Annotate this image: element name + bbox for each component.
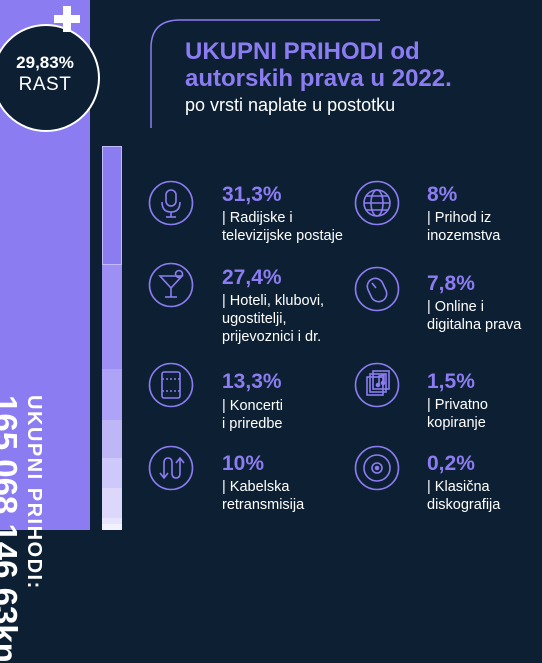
- plus-icon: [54, 6, 80, 37]
- ticket-icon: [148, 362, 194, 408]
- share-bar-segment: [102, 369, 122, 420]
- category-label: | Prihod iz inozemstva: [427, 210, 501, 244]
- growth-badge: [0, 24, 100, 132]
- category-value: 0,2%: [427, 452, 475, 475]
- category-label: | Kabelska retransmisija: [222, 479, 305, 513]
- share-bar-segment: [102, 146, 122, 265]
- share-bar-segment: [102, 420, 122, 458]
- category-label: | Online i digitalna prava: [427, 299, 522, 333]
- globe-icon: [354, 180, 400, 226]
- page-title: UKUPNI PRIHODI od autorskih prava u 2022…: [185, 38, 535, 92]
- category-value: 1,5%: [427, 370, 475, 393]
- share-bar-segment: [102, 488, 122, 518]
- total-revenue-vertical: UKUPNI PRIHODI: 165.068.146,63kn: [0, 395, 45, 663]
- page-subtitle: po vrsti naplate u postotku: [185, 95, 396, 115]
- title-line-2: autorskih prava u 2022.: [185, 65, 452, 92]
- category-value: 8%: [427, 183, 458, 206]
- category-value: 13,3%: [222, 370, 282, 393]
- growth-label: RAST: [18, 74, 72, 95]
- microphone-icon: [148, 180, 194, 226]
- music-copies-icon: [354, 362, 400, 408]
- total-revenue-amount: 165.068.146,63kn: [0, 395, 24, 663]
- total-revenue-caption: UKUPNI PRIHODI:: [23, 395, 45, 590]
- computer-mouse-icon: [354, 266, 400, 312]
- share-bar-segment: [102, 518, 122, 524]
- transmission-arrows-icon: [148, 445, 194, 491]
- share-bar-segment: [102, 524, 122, 530]
- category-label: | Hoteli, klubovi, ugostitelji, prijevoz…: [222, 293, 325, 345]
- header-corner-line: [150, 18, 410, 133]
- category-label: | Klasična diskografija: [427, 479, 501, 513]
- share-bar-segment: [102, 265, 122, 369]
- category-label: | Koncerti i priredbe: [222, 398, 283, 432]
- growth-value: 29,83%: [16, 53, 74, 72]
- category-value: 31,3%: [222, 183, 282, 206]
- title-line-1: UKUPNI PRIHODI od: [185, 38, 420, 65]
- category-value: 10%: [222, 452, 265, 475]
- cocktail-glass-icon: [148, 262, 194, 308]
- vinyl-disc-icon: [354, 445, 400, 491]
- category-value: 27,4%: [222, 266, 282, 289]
- share-bar-segment: [102, 458, 122, 488]
- category-label: | Privatno kopiranje: [427, 397, 488, 431]
- category-value: 7,8%: [427, 272, 475, 295]
- category-label: | Radijske i televizijske postaje: [222, 210, 343, 244]
